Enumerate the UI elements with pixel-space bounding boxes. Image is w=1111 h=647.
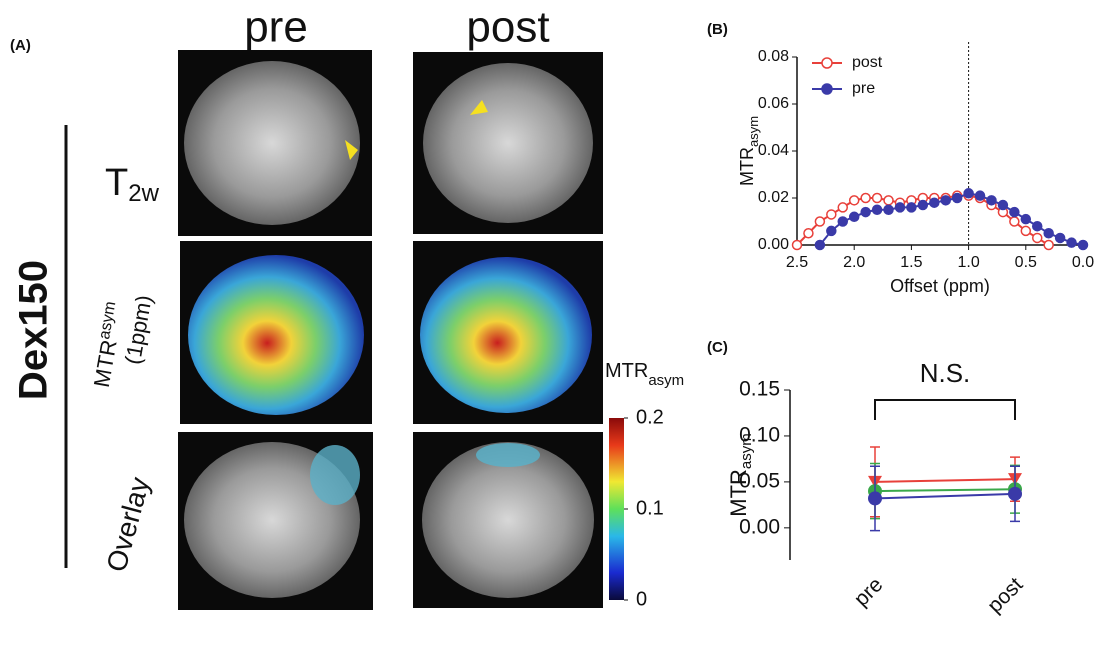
series-line <box>874 488 1016 493</box>
y-tick-label: 0.04 <box>758 142 789 159</box>
point <box>860 206 871 218</box>
point <box>814 216 826 227</box>
colorbar-tick-label: 0.2 <box>636 406 664 428</box>
point <box>951 192 963 204</box>
point <box>997 199 1009 211</box>
point <box>1077 239 1089 251</box>
row-sub: 2w <box>128 180 159 207</box>
y-tick-label: 0.00 <box>758 236 789 253</box>
series-line <box>874 478 1016 483</box>
x-tick-label: 2.0 <box>843 254 865 271</box>
point <box>1031 232 1043 244</box>
point <box>848 211 860 223</box>
axis <box>796 57 1083 246</box>
point <box>791 239 803 251</box>
panel-label: (A) <box>10 37 31 54</box>
y-axis-label: MTRasym <box>726 433 755 517</box>
colorbar-tick-label: 0.1 <box>636 497 664 519</box>
colorbar-label: MTRasym <box>605 360 684 389</box>
panel-label: (C) <box>707 339 728 356</box>
y-tick-label: 0.02 <box>758 189 789 206</box>
y-tick-label: 0.06 <box>758 95 789 112</box>
point <box>963 188 974 199</box>
x-tick-label: 0.0 <box>1072 254 1094 271</box>
row-label: Overlay <box>101 474 156 575</box>
y-label-main: MTR <box>737 147 757 186</box>
y-label-sub: asym <box>738 433 755 469</box>
row-label: T2w <box>105 162 160 207</box>
series-line <box>874 492 1016 500</box>
colorbar-sub: asym <box>648 372 684 389</box>
point <box>1054 232 1066 244</box>
point <box>837 202 849 213</box>
group-label: Dex150 <box>12 260 56 400</box>
column-label: post <box>466 3 549 52</box>
x-tick-label: pre <box>850 573 888 611</box>
mri-images <box>178 50 603 610</box>
y-tick-label: 0.10 <box>739 423 780 446</box>
point <box>868 491 882 506</box>
y-tick-label: 0.00 <box>739 515 780 538</box>
row-main: MTR <box>89 338 122 389</box>
point <box>826 225 837 237</box>
colorbar-main: MTR <box>605 360 648 382</box>
point <box>894 202 906 213</box>
x-tick-label: 1.0 <box>957 254 979 271</box>
point <box>929 197 940 208</box>
colorbar-tick-label: 0 <box>636 588 647 610</box>
point <box>940 195 951 206</box>
colorbar <box>609 418 624 600</box>
point <box>1043 239 1054 251</box>
legend-label: post <box>852 54 883 71</box>
row-main: T <box>105 162 128 204</box>
y-label-main: MTR <box>726 469 751 517</box>
point <box>986 195 997 206</box>
column-label: pre <box>244 3 308 52</box>
legend-label: pre <box>852 80 875 97</box>
point <box>837 216 849 227</box>
panel-label: (B) <box>707 21 728 38</box>
point <box>860 192 871 204</box>
point <box>1043 228 1054 239</box>
point <box>906 202 917 213</box>
point <box>1009 206 1020 218</box>
y-label-sub: asym <box>746 116 761 147</box>
point <box>917 199 929 211</box>
bracket <box>874 399 1016 420</box>
legend-marker <box>821 83 833 95</box>
annotation: N.S. <box>920 358 971 388</box>
point <box>1020 225 1032 237</box>
row-extra: (1ppm) <box>120 293 157 366</box>
y-tick-label: 0.15 <box>739 378 780 401</box>
point <box>814 239 826 251</box>
legend-marker <box>821 57 833 69</box>
point <box>1020 213 1032 225</box>
x-tick-label: post <box>983 573 1027 617</box>
point <box>803 228 814 239</box>
y-tick-label: 0.05 <box>739 469 780 492</box>
y-axis-label: MTRasym <box>737 116 762 186</box>
point <box>974 190 986 201</box>
point <box>1009 216 1020 227</box>
x-axis-label: Offset (ppm) <box>890 276 990 296</box>
point <box>871 192 883 204</box>
point <box>1066 237 1077 248</box>
point <box>1031 220 1043 232</box>
point <box>883 204 894 215</box>
row-sub: asym <box>96 300 119 341</box>
point <box>1008 486 1022 501</box>
x-tick-label: 0.5 <box>1015 254 1037 271</box>
point <box>826 209 837 220</box>
x-tick-label: 2.5 <box>786 254 808 271</box>
point <box>871 204 883 215</box>
x-tick-label: 1.5 <box>900 254 922 271</box>
y-tick-label: 0.08 <box>758 48 789 65</box>
point <box>848 195 860 206</box>
point <box>883 195 894 206</box>
